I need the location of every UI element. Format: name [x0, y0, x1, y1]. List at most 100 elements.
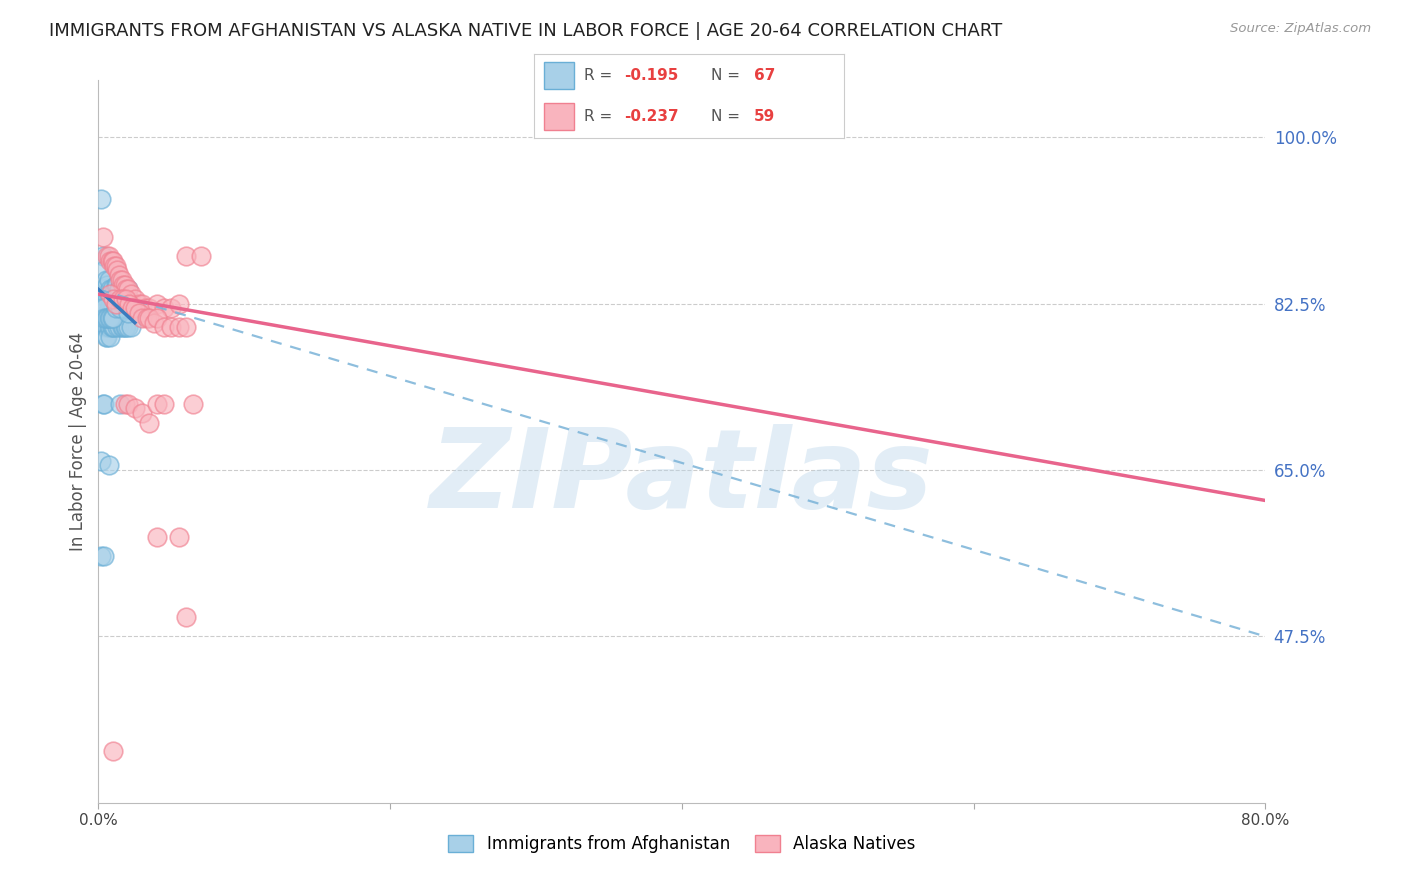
- Point: [124, 301, 146, 316]
- Point: [146, 310, 169, 325]
- Point: [101, 287, 124, 301]
- Point: [153, 301, 176, 316]
- Text: -0.237: -0.237: [624, 109, 679, 124]
- Point: [94, 273, 117, 287]
- Point: [138, 301, 160, 316]
- Point: [146, 396, 169, 410]
- Point: [105, 320, 128, 334]
- Point: [103, 320, 125, 334]
- Point: [100, 253, 122, 268]
- Point: [134, 301, 156, 316]
- Point: [96, 330, 118, 344]
- Point: [111, 273, 134, 287]
- Point: [131, 296, 153, 310]
- Point: [110, 292, 132, 306]
- Point: [181, 396, 204, 410]
- Point: [91, 396, 114, 410]
- Point: [97, 310, 120, 325]
- Point: [138, 310, 160, 325]
- Point: [98, 287, 121, 301]
- Y-axis label: In Labor Force | Age 20-64: In Labor Force | Age 20-64: [69, 332, 87, 551]
- Point: [96, 310, 118, 325]
- Point: [174, 320, 197, 334]
- Point: [104, 296, 127, 310]
- Point: [104, 301, 127, 316]
- Point: [167, 530, 190, 544]
- Point: [91, 230, 114, 244]
- Point: [98, 330, 121, 344]
- Point: [174, 249, 197, 263]
- Point: [114, 396, 136, 410]
- Point: [98, 282, 121, 296]
- Point: [101, 310, 124, 325]
- Point: [97, 301, 120, 316]
- Point: [93, 263, 115, 277]
- Point: [120, 320, 142, 334]
- Point: [104, 292, 127, 306]
- Point: [96, 277, 118, 292]
- Point: [114, 296, 136, 310]
- Point: [112, 292, 135, 306]
- Legend: Immigrants from Afghanistan, Alaska Natives: Immigrants from Afghanistan, Alaska Nati…: [441, 828, 922, 860]
- Point: [114, 320, 136, 334]
- Point: [128, 306, 150, 320]
- Point: [117, 396, 139, 410]
- Point: [90, 301, 112, 316]
- Point: [93, 301, 115, 316]
- Point: [110, 301, 132, 316]
- Point: [153, 396, 176, 410]
- Point: [93, 320, 115, 334]
- Point: [90, 453, 112, 467]
- Point: [91, 282, 114, 296]
- Point: [98, 320, 121, 334]
- Text: 59: 59: [754, 109, 775, 124]
- Point: [96, 292, 118, 306]
- Point: [93, 310, 115, 325]
- Point: [103, 259, 125, 273]
- Point: [146, 296, 169, 310]
- Point: [94, 301, 117, 316]
- Point: [121, 301, 143, 316]
- Point: [142, 316, 165, 330]
- Point: [91, 249, 114, 263]
- Point: [124, 401, 146, 416]
- Point: [118, 296, 141, 310]
- Point: [124, 292, 146, 306]
- Point: [138, 416, 160, 430]
- Point: [97, 273, 120, 287]
- Point: [108, 268, 131, 282]
- Point: [94, 330, 117, 344]
- Point: [101, 292, 124, 306]
- Point: [100, 310, 122, 325]
- Point: [98, 253, 121, 268]
- Text: -0.195: -0.195: [624, 68, 678, 83]
- Text: R =: R =: [583, 109, 617, 124]
- Point: [93, 396, 115, 410]
- Point: [117, 282, 139, 296]
- Text: 67: 67: [754, 68, 775, 83]
- Point: [94, 320, 117, 334]
- Point: [160, 320, 183, 334]
- Point: [105, 277, 128, 292]
- Point: [90, 192, 112, 206]
- Point: [110, 396, 132, 410]
- Point: [128, 296, 150, 310]
- Point: [112, 277, 135, 292]
- Point: [153, 320, 176, 334]
- Point: [114, 277, 136, 292]
- Point: [101, 301, 124, 316]
- Bar: [544, 62, 575, 89]
- Point: [131, 406, 153, 420]
- Point: [115, 282, 138, 296]
- Point: [105, 263, 128, 277]
- Point: [190, 249, 212, 263]
- Point: [146, 530, 169, 544]
- Point: [101, 320, 124, 334]
- Point: [117, 320, 139, 334]
- Point: [111, 320, 134, 334]
- Point: [135, 310, 157, 325]
- Point: [96, 306, 118, 320]
- Point: [97, 320, 120, 334]
- Text: N =: N =: [710, 109, 744, 124]
- Point: [120, 287, 142, 301]
